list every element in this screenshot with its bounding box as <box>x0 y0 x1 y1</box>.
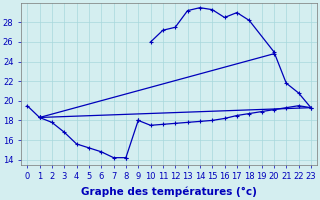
X-axis label: Graphe des températures (°c): Graphe des températures (°c) <box>81 187 257 197</box>
